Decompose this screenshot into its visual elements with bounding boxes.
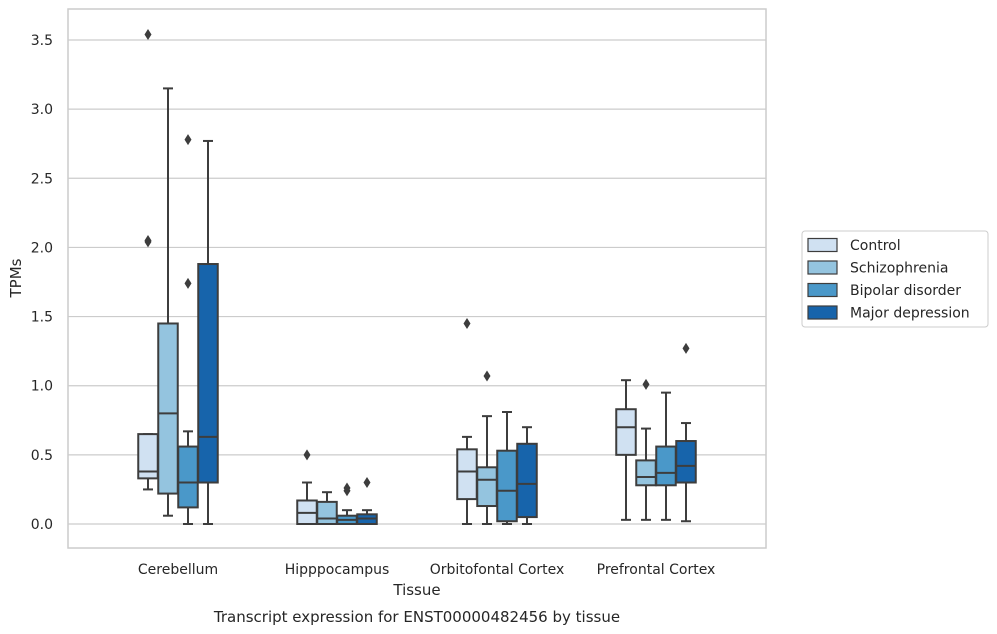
outlier-point: [343, 482, 351, 494]
box-iqr: [496, 449, 518, 523]
box: [137, 28, 159, 491]
box: [296, 449, 318, 525]
legend-frame: [801, 230, 989, 328]
outlier-point: [642, 378, 650, 390]
outlier-point: [483, 370, 491, 382]
legend-swatch: [807, 237, 838, 253]
box: [336, 482, 358, 526]
box: [675, 342, 697, 523]
x-tick-label: Cerebellum: [138, 562, 218, 578]
legend-item[interactable]: Control: [807, 237, 901, 254]
y-tick-label: 2.0: [31, 240, 53, 256]
box: [456, 317, 478, 525]
y-axis-label: TPMs: [7, 258, 25, 298]
box: [476, 370, 498, 525]
y-tick-label: 1.0: [31, 379, 53, 395]
legend-item[interactable]: Bipolar disorder: [807, 282, 961, 299]
box-iqr: [197, 263, 219, 484]
box-iqr: [635, 459, 657, 487]
legend-label: Schizophrenia: [850, 261, 948, 277]
outlier-point: [463, 317, 471, 329]
outlier-point: [144, 28, 152, 40]
outlier-point: [184, 134, 192, 146]
x-tick-labels: Cerebellum Hipppocampus Orbitofontal Corte…: [138, 562, 715, 578]
box-iqr: [177, 445, 199, 509]
legend-swatch: [807, 260, 838, 275]
x-tick-label: Orbitofontal Cortex: [430, 562, 565, 578]
box: [516, 426, 538, 525]
box: [635, 378, 657, 521]
box-iqr: [456, 448, 478, 501]
outlier-point: [363, 477, 371, 489]
box: [615, 379, 637, 521]
box: [197, 139, 219, 525]
legend-item[interactable]: Major depression: [807, 305, 970, 322]
box: [177, 134, 199, 525]
box-iqr: [316, 500, 338, 526]
outlier-point: [682, 342, 690, 354]
outlier-point: [184, 277, 192, 289]
legend-label: Major depression: [850, 306, 970, 322]
legend-label: Control: [850, 238, 901, 254]
box: [157, 87, 179, 517]
y-tick-label: 0.5: [31, 448, 53, 464]
legend-item[interactable]: Schizophrenia: [807, 260, 948, 277]
series-major-depression: [197, 139, 697, 526]
y-tick-label: 0.0: [31, 517, 53, 533]
y-tick-label: 3.5: [31, 33, 53, 49]
box-iqr: [157, 322, 179, 495]
series-control: [137, 28, 637, 525]
box-iqr: [655, 445, 677, 487]
y-tick-label: 1.5: [31, 310, 53, 326]
box-iqr: [675, 440, 697, 484]
chart-caption: Transcript expression for ENST0000048245…: [213, 608, 620, 626]
box-series: [137, 28, 697, 526]
legend-label: Bipolar disorder: [850, 283, 961, 299]
x-tick-label: Hipppocampus: [285, 562, 390, 578]
box: [316, 491, 338, 526]
box: [655, 391, 677, 521]
y-tick-label: 2.5: [31, 171, 53, 187]
legend-swatch: [807, 305, 838, 320]
box-iqr: [516, 442, 538, 519]
box-iqr: [476, 466, 498, 508]
legend-swatch: [807, 282, 838, 298]
box: [356, 477, 378, 526]
legend[interactable]: Control Schizophrenia Bipolar disorder Majo…: [801, 230, 989, 328]
y-tick-label: 3.0: [31, 102, 53, 118]
x-tick-label: Prefrontal Cortex: [597, 562, 716, 578]
box-iqr: [615, 408, 637, 456]
outlier-point: [144, 236, 152, 248]
outlier-point: [303, 449, 311, 461]
series-bipolar-disorder: [177, 134, 677, 526]
box: [496, 410, 518, 525]
plot-frame: [67, 8, 767, 549]
x-axis-label: Tissue: [392, 581, 440, 599]
series-schizophrenia: [157, 87, 657, 526]
y-tick-labels: 0.0 0.5 1.0 1.5 2.0 2.5 3.0 3.5: [31, 33, 53, 533]
